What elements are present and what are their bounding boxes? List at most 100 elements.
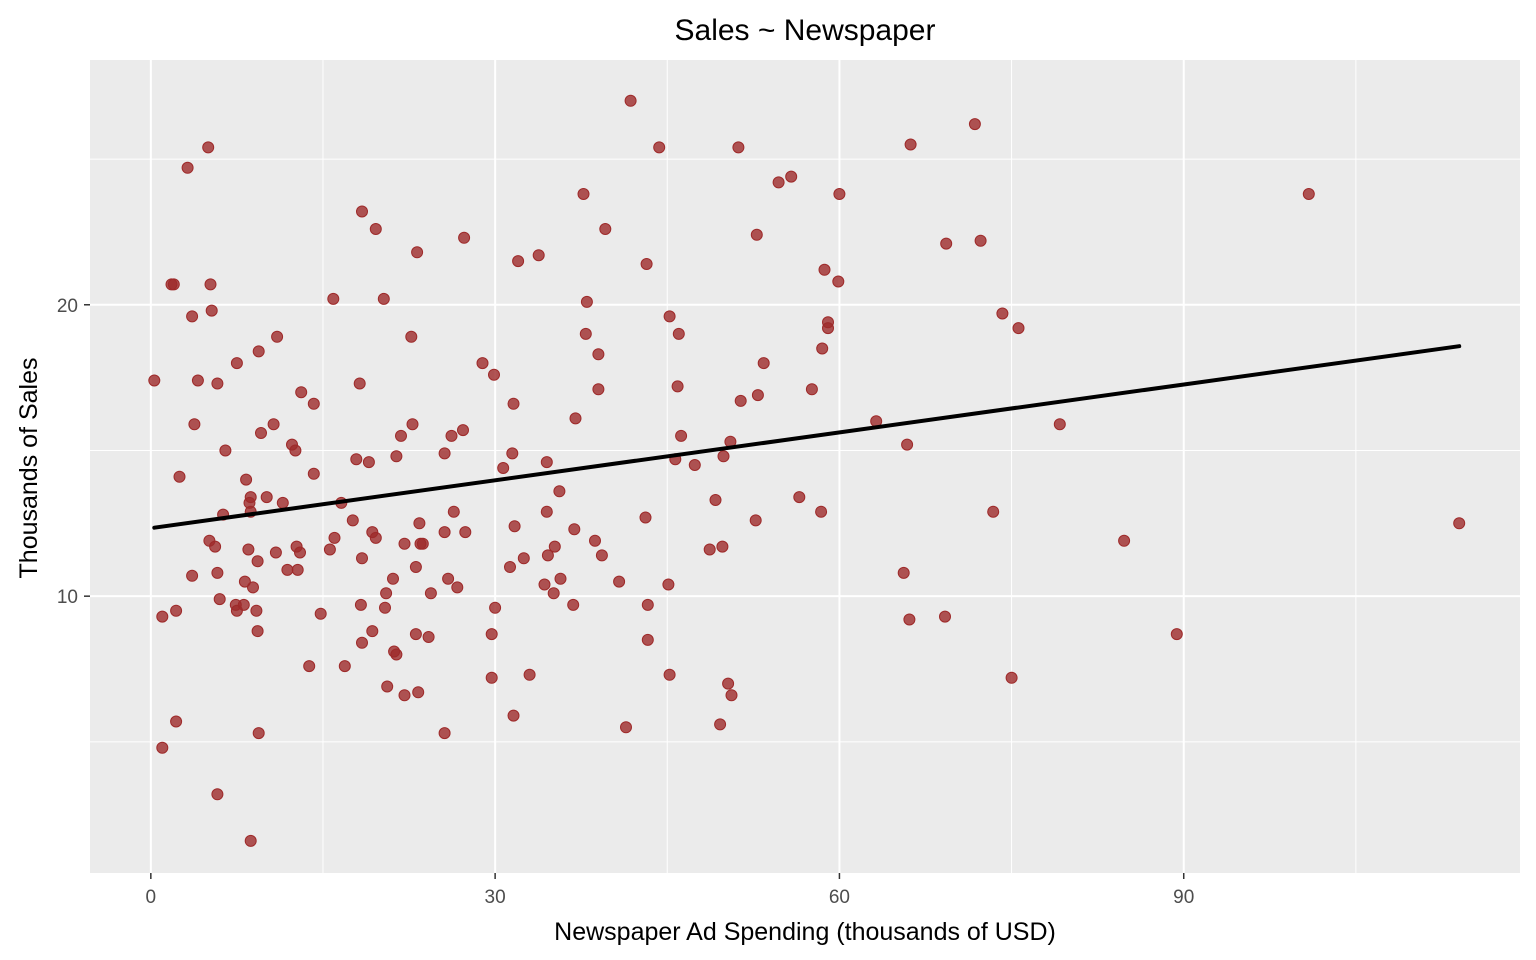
data-point [366,625,379,638]
data-point [671,380,684,393]
data-point [793,491,806,504]
data-point [577,188,590,200]
data-point [1170,628,1183,641]
data-point [307,397,320,410]
data-point [757,357,770,370]
data-point [709,494,722,506]
data-point [247,581,259,594]
data-point [447,505,460,518]
data-point [412,686,425,699]
data-point [722,677,735,690]
data-point [438,447,451,460]
data-point [405,330,418,343]
data-point [271,330,284,343]
data-point [818,263,831,276]
data-point [327,292,340,305]
data-point [406,418,419,431]
x-tick-label: 0 [146,887,157,908]
data-point [281,563,294,576]
data-point [816,342,829,355]
data-point [328,531,341,544]
data-point [540,505,553,518]
data-point [191,374,204,387]
data-point [1302,188,1315,200]
data-point [250,604,263,617]
data-point [276,496,289,509]
data-point [338,660,351,673]
data-point [569,412,582,425]
data-point [240,473,253,486]
data-point [532,249,545,262]
data-point [398,537,411,550]
data-point [641,633,654,646]
data-point [387,572,399,585]
data-point [356,552,368,565]
data-point [703,543,716,556]
data-point [785,170,798,183]
data-point [589,534,601,547]
x-tick-label: 30 [485,887,506,908]
data-point [641,598,654,611]
data-point [512,255,525,268]
grid-major [90,60,1520,873]
data-point [548,540,561,553]
data-point [485,671,498,684]
x-tick-label: 60 [829,887,850,908]
data-point [294,546,306,559]
data-point [939,610,951,623]
data-point [547,587,560,600]
data-point [204,278,217,291]
data-point [458,231,471,244]
data-point [663,668,676,681]
data-point [1005,671,1018,684]
data-point [353,377,366,390]
data-point [442,572,455,585]
data-point [411,246,424,259]
data-point [457,424,469,437]
data-point [438,526,451,539]
data-point [381,680,394,693]
panel-background [90,60,1520,873]
data-point [167,278,180,291]
data-point [186,310,199,323]
data-point [507,397,520,410]
data-point [307,467,320,480]
data-point [289,444,302,457]
data-point [1012,322,1025,335]
data-point [996,307,1009,320]
data-point [903,613,916,626]
data-point [459,526,472,539]
data-point [663,310,676,323]
data-point [822,316,834,329]
data-point [242,543,255,556]
data-point [653,141,666,154]
data-point [260,491,273,504]
data-point [732,141,745,154]
data-point [485,628,498,641]
data-point [507,709,520,722]
data-point [379,601,391,614]
data-point [219,444,232,457]
data-point [409,628,422,641]
data-point [409,561,422,573]
data-point [346,514,359,527]
data-point [230,357,243,370]
x-axis-ticks: 0 30 60 90 [146,873,1194,908]
data-point [156,610,169,623]
data-point [662,578,675,591]
data-point [640,258,653,270]
data-point [901,438,914,451]
data-point [897,566,910,579]
data-point [538,578,551,591]
data-point [580,295,593,308]
data-point [749,514,762,527]
data-point [639,511,652,524]
data-point [252,727,265,740]
data-point [833,188,846,200]
y-axis-label: Thousands of Sales [15,358,43,579]
data-point [148,374,161,387]
data-point [592,348,605,361]
data-point [244,491,257,504]
data-point [377,292,390,305]
